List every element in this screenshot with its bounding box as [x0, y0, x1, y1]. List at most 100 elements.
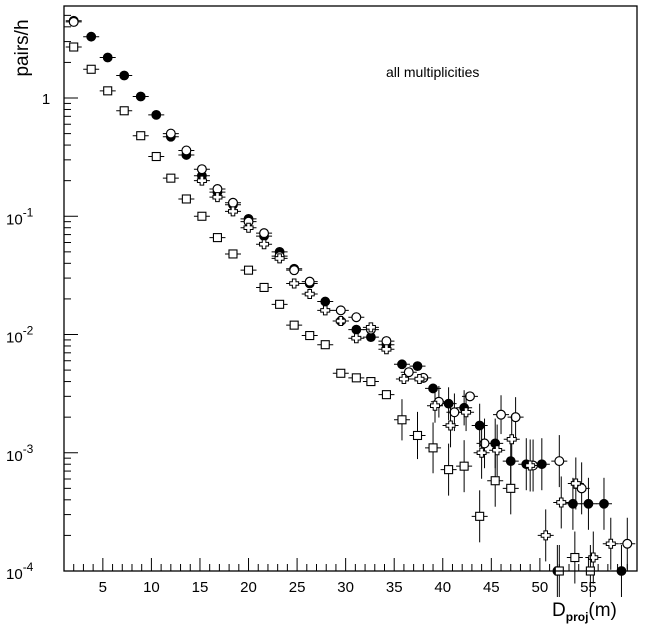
data-point: [193, 164, 210, 175]
marker-filled-circle: [599, 498, 609, 509]
marker-open-square: [397, 415, 407, 425]
marker-open-square: [459, 461, 469, 471]
marker-open-square: [181, 194, 191, 204]
data-point: [362, 322, 379, 333]
marker-open-circle: [479, 438, 490, 449]
marker-open-circle: [259, 228, 270, 239]
axis-ticks: [63, 5, 638, 572]
marker-open-cross: [212, 192, 223, 203]
marker-open-square: [243, 265, 254, 275]
data-point: [522, 439, 539, 492]
marker-open-cross: [506, 434, 517, 445]
marker-open-cross: [429, 400, 440, 411]
data-point: [573, 462, 590, 515]
data-point: [471, 490, 488, 543]
y-tick-label-base: 10: [6, 448, 23, 465]
marker-open-cross: [492, 445, 503, 456]
marker-open-square: [444, 465, 454, 475]
data-point: [476, 418, 493, 469]
data-point: [458, 393, 475, 432]
data-point: [256, 228, 273, 239]
marker-open-cross: [196, 175, 207, 186]
marker-open-circle: [335, 305, 346, 316]
data-point: [362, 332, 379, 343]
marker-open-square: [228, 249, 238, 259]
marker-filled-circle: [443, 398, 454, 409]
data-point: [456, 440, 473, 493]
marker-open-square: [366, 377, 376, 387]
data-point: [178, 194, 195, 204]
series-square-open: [65, 42, 599, 597]
chart-marks: [65, 15, 636, 597]
marker-open-cross: [445, 420, 456, 431]
data-point: [378, 336, 395, 347]
data-point: [440, 443, 457, 496]
data-point: [83, 64, 100, 74]
x-tick-label: 5: [99, 579, 107, 596]
marker-open-cross: [351, 333, 362, 344]
x-tick-label: 20: [240, 579, 257, 596]
y-tick-label: 10-2: [6, 324, 34, 347]
data-point: [461, 391, 478, 402]
marker-open-cross: [304, 289, 315, 300]
data-point: [473, 426, 490, 479]
y-tick-label: 10-4: [6, 560, 34, 583]
marker-open-circle: [381, 336, 392, 347]
series-cross-open: [193, 175, 619, 584]
marker-open-square: [259, 282, 269, 293]
data-point: [411, 374, 428, 385]
series-circle-open: [65, 16, 636, 570]
data-point: [393, 359, 410, 370]
marker-open-cross: [605, 538, 616, 549]
marker-open-circle: [165, 128, 176, 139]
data-point: [426, 388, 443, 423]
marker-filled-circle: [102, 52, 113, 63]
x-axis-label-unit: (m): [588, 600, 616, 621]
marker-open-circle: [181, 145, 192, 156]
marker-open-square: [151, 151, 161, 162]
data-point: [83, 31, 100, 42]
x-tick-label: 40: [434, 579, 451, 596]
data-point: [271, 299, 288, 309]
marker-open-square: [103, 86, 113, 96]
data-point: [489, 424, 506, 476]
marker-open-square: [351, 373, 361, 383]
y-tick-label: 10-1: [6, 205, 34, 228]
data-point: [209, 233, 226, 243]
data-point: [502, 462, 519, 515]
y-axis-label: pairs/h: [12, 19, 33, 76]
data-point: [378, 344, 395, 355]
data-point: [393, 399, 410, 441]
marker-open-circle: [212, 184, 223, 195]
data-point: [533, 438, 550, 491]
data-point: [209, 192, 226, 203]
marker-open-square: [475, 511, 485, 521]
data-point: [493, 395, 510, 435]
x-tick-label: 30: [337, 579, 354, 596]
y-tick-label-base: 10: [6, 566, 23, 583]
data-point: [116, 106, 133, 116]
data-point: [332, 316, 349, 327]
marker-open-square: [428, 443, 438, 453]
plot-frame: [63, 5, 638, 572]
marker-open-circle: [289, 265, 300, 276]
data-point: [317, 305, 334, 316]
data-point: [240, 222, 257, 233]
data-point: [301, 330, 318, 341]
data-point: [585, 531, 602, 584]
x-tick-label: 35: [386, 579, 403, 596]
marker-open-square: [86, 64, 96, 74]
data-point: [148, 151, 165, 162]
data-point: [332, 305, 349, 316]
marker-open-square: [381, 390, 391, 400]
marker-open-cross: [227, 206, 238, 217]
data-point: [148, 109, 165, 120]
marker-open-cross: [320, 305, 331, 316]
annotation-all-multiplicities: all multiplicities: [386, 64, 479, 80]
marker-open-circle: [510, 412, 521, 423]
y-tick-label-exponent: -3: [23, 442, 34, 456]
data-point: [595, 477, 612, 530]
data-point: [286, 320, 303, 330]
marker-open-cross: [289, 278, 300, 289]
marker-filled-circle: [568, 498, 578, 509]
